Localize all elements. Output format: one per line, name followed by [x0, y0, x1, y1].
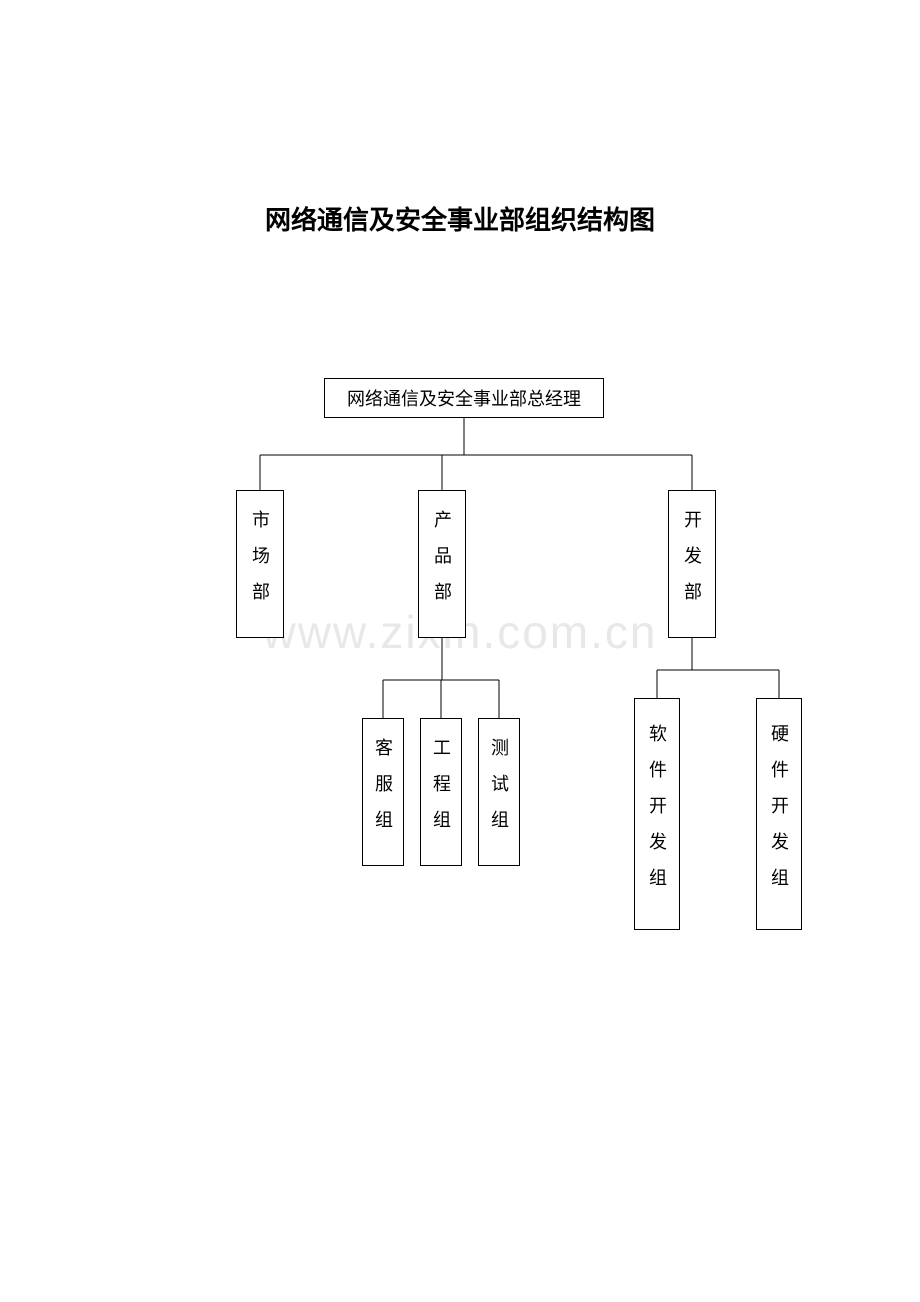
node-test: 测试组	[478, 718, 520, 866]
connector-lines	[0, 0, 920, 1302]
node-cs: 客服组	[362, 718, 404, 866]
node-root: 网络通信及安全事业部总经理	[324, 378, 604, 418]
node-eng: 工程组	[420, 718, 462, 866]
node-product: 产品部	[418, 490, 466, 638]
node-sw: 软件开发组	[634, 698, 680, 930]
node-market: 市场部	[236, 490, 284, 638]
node-hw: 硬件开发组	[756, 698, 802, 930]
node-dev: 开发部	[668, 490, 716, 638]
